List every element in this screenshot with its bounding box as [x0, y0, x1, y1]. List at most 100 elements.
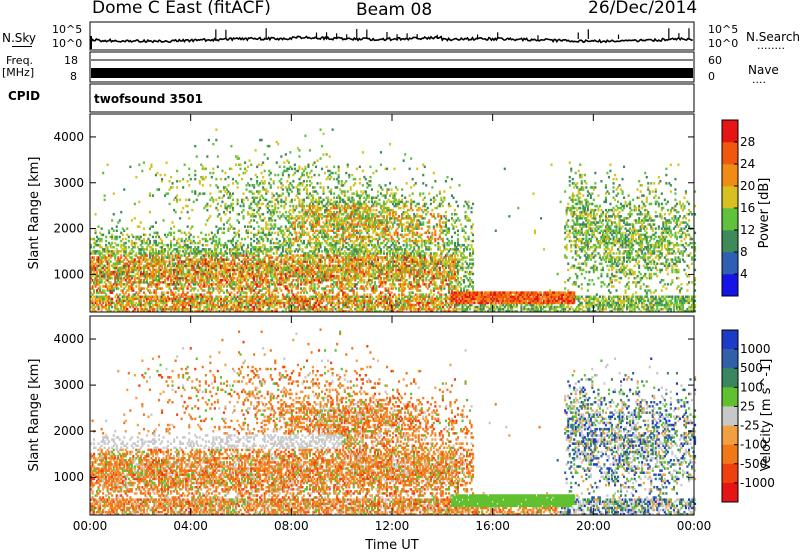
range-cell [225, 295, 228, 298]
range-cell [151, 309, 154, 313]
range-cell [132, 268, 135, 272]
range-cell [342, 309, 345, 313]
range-cell [215, 297, 218, 301]
range-cell [153, 241, 156, 245]
range-cell [200, 258, 203, 261]
range-cell [228, 248, 231, 251]
range-cell [263, 243, 266, 247]
range-cell [180, 301, 183, 305]
range-cell [219, 287, 222, 290]
range-cell [238, 289, 241, 292]
range-cell [281, 301, 284, 305]
range-cell [277, 256, 280, 259]
range-cell [302, 307, 305, 311]
range-cell [296, 190, 299, 193]
range-cell [111, 233, 114, 237]
range-cell [284, 301, 287, 305]
range-cell [164, 274, 167, 278]
range-cell [96, 264, 99, 268]
range-cell [231, 307, 234, 311]
range-cell [292, 254, 295, 257]
range-cell [228, 204, 231, 208]
range-cell [224, 252, 227, 255]
range-cell [290, 268, 293, 272]
range-cell [129, 305, 132, 309]
range-cell [112, 264, 115, 268]
range-cell [274, 270, 277, 274]
range-cell [191, 299, 194, 303]
range-cell [216, 246, 219, 249]
range-cell [200, 287, 203, 290]
range-cell [206, 309, 209, 313]
range-cell [106, 270, 109, 274]
range-cell [228, 299, 231, 303]
range-cell [210, 303, 213, 307]
range-cell [266, 270, 269, 274]
range-cell [124, 252, 127, 255]
range-cell [283, 233, 286, 237]
range-cell [112, 272, 115, 276]
range-cell [133, 279, 136, 282]
range-cell [197, 297, 200, 301]
range-cell [138, 281, 141, 284]
range-cell [254, 295, 257, 298]
range-cell [180, 260, 183, 263]
range-cell [287, 246, 290, 249]
range-cell [207, 264, 210, 268]
range-cell [315, 293, 318, 296]
range-cell [269, 186, 272, 189]
range-cell [100, 279, 103, 282]
range-cell [133, 241, 136, 245]
range-cell [219, 281, 222, 284]
range-cell [271, 256, 274, 259]
range-cell [312, 276, 315, 280]
range-cell [259, 307, 262, 311]
range-cell [298, 270, 301, 274]
range-cell [286, 289, 289, 292]
range-cell [139, 281, 142, 284]
range-cell [325, 303, 328, 307]
range-cell [290, 305, 293, 309]
range-cell [298, 182, 301, 185]
range-cell [280, 254, 283, 257]
range-cell [318, 208, 321, 212]
range-cell [201, 237, 204, 241]
range-cell [111, 235, 114, 239]
range-cell [265, 281, 268, 284]
range-cell [147, 309, 150, 313]
range-cell [337, 169, 340, 173]
range-cell [340, 281, 343, 284]
range-cell [339, 307, 342, 311]
range-cell [259, 215, 262, 218]
range-cell [192, 200, 195, 204]
range-cell [327, 215, 330, 218]
range-cell [260, 264, 263, 268]
range-cell [295, 274, 298, 278]
range-cell [313, 297, 316, 301]
range-cell [148, 309, 151, 313]
range-cell [120, 305, 123, 309]
range-cell [191, 262, 194, 265]
range-cell [225, 252, 228, 255]
range-cell [251, 270, 254, 274]
range-cell [153, 279, 156, 282]
range-cell [260, 289, 263, 292]
range-cell [228, 217, 231, 220]
range-cell [230, 260, 233, 263]
range-cell [233, 301, 236, 305]
range-cell [315, 279, 318, 282]
range-cell [321, 227, 324, 230]
range-cell [248, 299, 251, 303]
range-cell [154, 243, 157, 247]
range-cell [278, 276, 281, 280]
range-cell [230, 167, 233, 171]
range-cell [114, 295, 117, 298]
range-cell [225, 291, 228, 294]
range-cell [118, 303, 121, 307]
range-cell [209, 291, 212, 294]
range-cell [120, 281, 123, 284]
range-cell [130, 287, 133, 290]
range-cell [231, 239, 234, 243]
range-cell [221, 305, 224, 309]
range-cell [292, 307, 295, 311]
